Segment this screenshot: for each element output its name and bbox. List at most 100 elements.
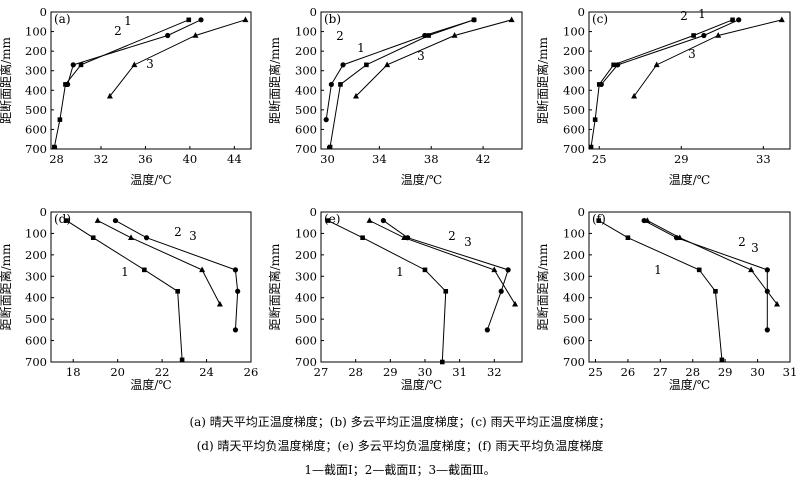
- data-point-circle: [198, 17, 204, 23]
- x-axis-title: 温度/℃: [130, 172, 171, 187]
- panel-label: (b): [324, 12, 341, 26]
- data-point-square: [52, 144, 57, 150]
- data-point-circle: [615, 62, 621, 68]
- y-tick-label: 0: [40, 205, 47, 219]
- data-point-circle: [764, 267, 770, 273]
- x-tick-label: 42: [476, 152, 491, 166]
- data-point-triangle: [508, 16, 515, 23]
- x-tick-label: 22: [155, 365, 170, 379]
- y-tick-label: 200: [563, 248, 585, 262]
- data-point-triangle: [384, 61, 391, 68]
- y-tick-label: 700: [25, 355, 47, 369]
- data-point-circle: [422, 32, 428, 39]
- data-point-triangle: [401, 234, 408, 241]
- data-point-square: [691, 33, 696, 38]
- data-point-square: [57, 117, 63, 122]
- data-point-square: [327, 144, 333, 150]
- x-tick-label: 34: [372, 152, 387, 166]
- plot-frame: [50, 11, 252, 150]
- y-tick-label: 300: [563, 64, 585, 78]
- data-point-triangle: [451, 32, 458, 38]
- data-point-square: [364, 62, 369, 68]
- y-tick-label: 400: [25, 83, 47, 97]
- y-tick-label: 500: [25, 103, 47, 117]
- y-axis-title: 距断面距离/mm: [535, 36, 550, 123]
- data-point-square: [64, 218, 69, 223]
- y-tick-label: 200: [295, 44, 317, 58]
- data-point-circle: [323, 117, 329, 123]
- x-tick-label: 30: [320, 152, 335, 166]
- panel-label: (c): [592, 12, 608, 26]
- y-tick-label: 500: [295, 103, 317, 117]
- series-label-2: 2: [336, 29, 344, 43]
- series-line-3: [369, 220, 516, 305]
- data-point-square: [596, 218, 602, 223]
- x-tick-label: 29: [674, 152, 689, 166]
- y-tick-label: 100: [563, 226, 585, 240]
- data-point-square: [625, 235, 631, 241]
- data-point-circle: [484, 327, 490, 333]
- data-point-triangle: [192, 32, 199, 38]
- y-tick-label: 300: [563, 269, 585, 283]
- series-label-1: 1: [654, 263, 662, 277]
- data-point-triangle: [631, 92, 638, 99]
- data-point-triangle: [491, 266, 498, 273]
- data-point-triangle: [778, 16, 785, 23]
- data-point-triangle: [242, 16, 249, 23]
- data-point-circle: [232, 267, 239, 273]
- data-point-square: [588, 144, 594, 150]
- data-point-triangle: [216, 300, 223, 307]
- y-tick-label: 700: [295, 355, 317, 369]
- data-point-circle: [63, 81, 70, 88]
- y-axis-title: 距断面距离/mm: [0, 243, 13, 330]
- y-tick-label: 200: [25, 44, 47, 58]
- data-point-triangle: [653, 61, 660, 68]
- data-point-square: [179, 357, 185, 363]
- data-point-square: [592, 117, 598, 122]
- series-line-3: [647, 220, 778, 305]
- x-tick-label: 29: [718, 365, 733, 379]
- panel-label: (a): [54, 12, 71, 26]
- data-point-triangle: [106, 92, 113, 99]
- x-tick-label: 26: [244, 365, 259, 379]
- series-line-2: [325, 19, 475, 120]
- y-tick-label: 500: [25, 312, 47, 326]
- data-point-circle: [112, 217, 119, 224]
- data-point-triangle: [644, 217, 651, 223]
- data-point-triangle: [366, 217, 373, 223]
- x-tick-label: 36: [138, 152, 153, 166]
- data-point-square: [730, 17, 735, 23]
- y-tick-label: 400: [295, 83, 317, 97]
- x-axis-title: 温度/℃: [669, 172, 710, 187]
- y-tick-label: 400: [563, 83, 585, 97]
- data-point-square: [186, 17, 192, 23]
- series-label-2: 2: [680, 9, 688, 23]
- y-tick-label: 0: [578, 205, 585, 219]
- series-label-3: 3: [146, 57, 154, 71]
- data-point-triangle: [353, 92, 360, 99]
- data-point-square: [90, 235, 96, 241]
- data-point-circle: [235, 288, 241, 294]
- y-tick-label: 700: [563, 142, 585, 156]
- data-point-triangle: [774, 300, 781, 307]
- x-tick-label: 20: [110, 365, 125, 379]
- series-label-3: 3: [417, 49, 425, 63]
- data-point-circle: [380, 217, 386, 224]
- x-axis-title: 温度/℃: [401, 377, 442, 392]
- y-tick-label: 0: [40, 5, 47, 19]
- data-point-triangle: [94, 217, 101, 223]
- series-line-1: [66, 220, 183, 360]
- x-tick-label: 44: [227, 152, 242, 166]
- y-tick-label: 600: [25, 334, 47, 348]
- x-axis-title: 温度/℃: [130, 377, 171, 392]
- x-axis-title: 温度/℃: [669, 377, 710, 392]
- data-point-triangle: [199, 266, 206, 273]
- plot-frame: [588, 211, 791, 363]
- data-point-triangle: [676, 234, 683, 241]
- data-point-square: [422, 267, 428, 273]
- y-tick-label: 0: [310, 205, 317, 219]
- series-line-1: [590, 19, 733, 148]
- data-point-circle: [471, 17, 477, 23]
- data-point-square: [439, 359, 445, 365]
- series-label-3: 3: [688, 47, 696, 61]
